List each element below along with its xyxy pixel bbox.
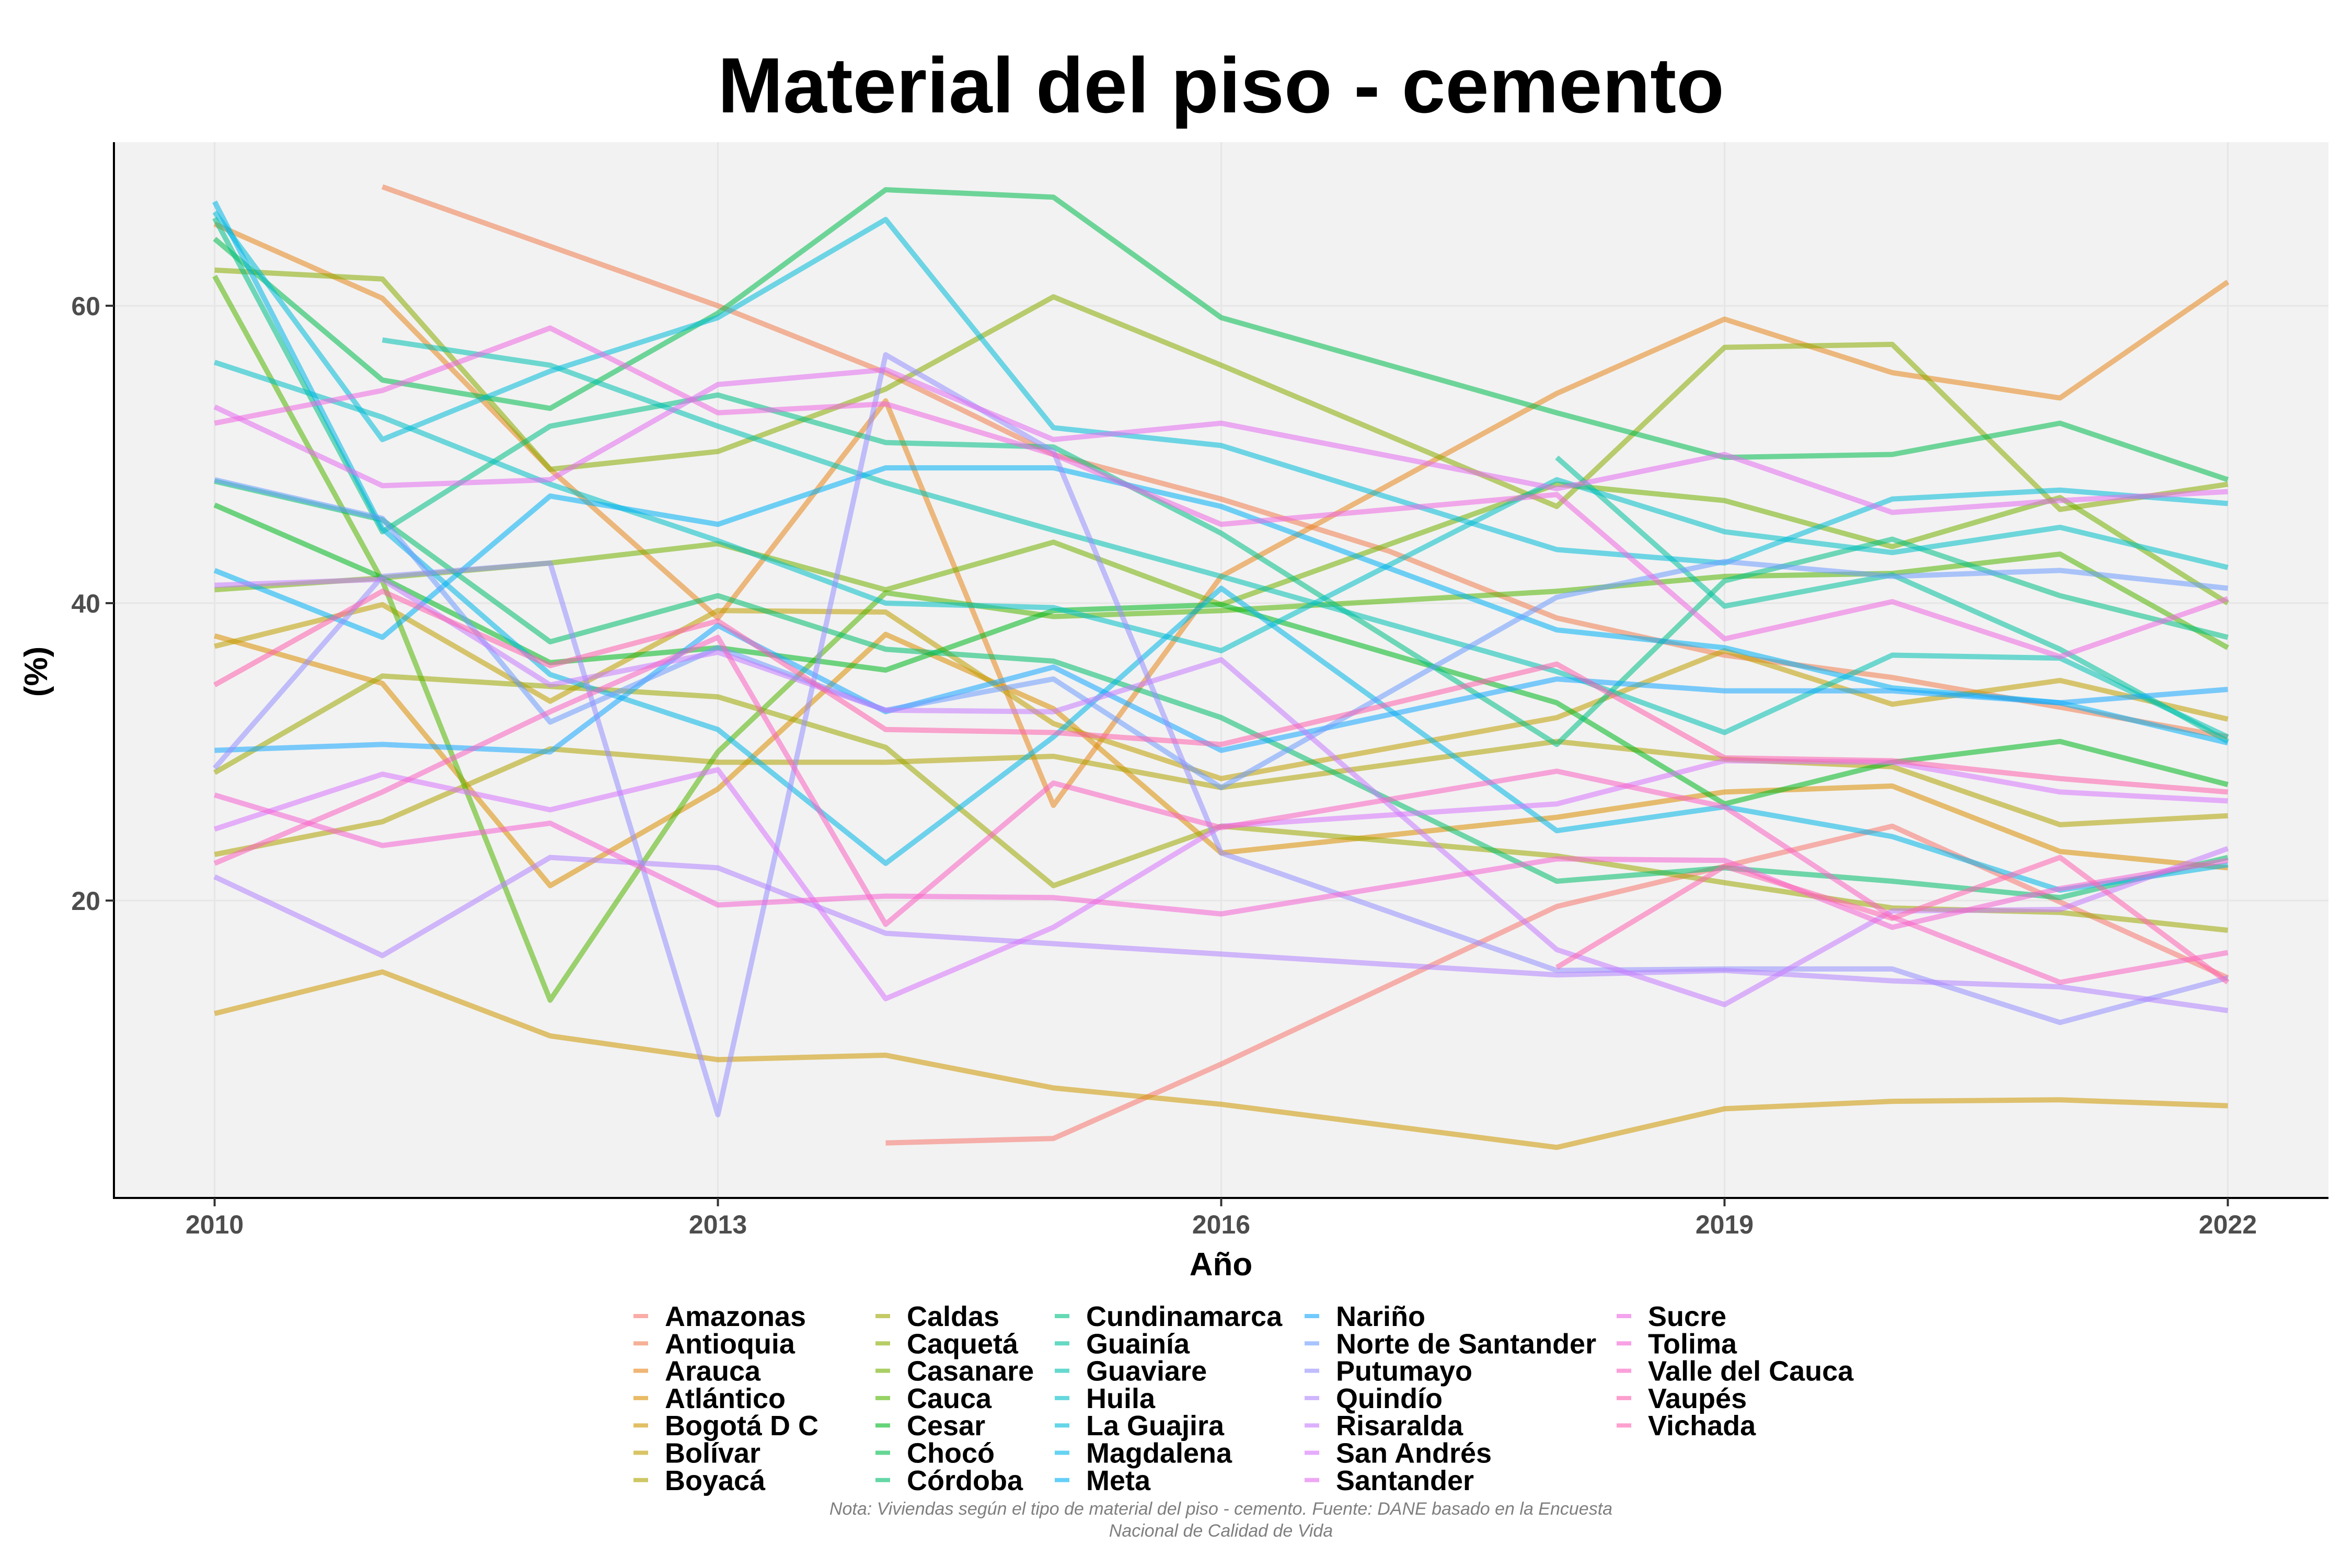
legend-label: La Guajira xyxy=(1086,1410,1225,1442)
series-line-san-andres xyxy=(214,758,2228,1001)
legend-label: Norte de Santander xyxy=(1336,1328,1596,1359)
series-line-valle-del-cauca xyxy=(213,635,2229,985)
y-axis-title: (%) xyxy=(18,647,54,697)
legend-label: Putumayo xyxy=(1336,1356,1472,1387)
legend-label: Vaupés xyxy=(1648,1383,1747,1414)
series-line-boyaca xyxy=(214,739,2228,857)
series-line-atlantico xyxy=(214,631,2228,889)
legend-label: Caquetá xyxy=(907,1328,1019,1359)
series-line-huila xyxy=(214,360,2229,653)
legend-label: Caldas xyxy=(907,1301,999,1332)
legend-label: Cundinamarca xyxy=(1086,1301,1283,1332)
axes xyxy=(106,142,2328,1206)
series-line-cordoba xyxy=(214,478,2229,901)
legend-label: Meta xyxy=(1086,1465,1151,1496)
legend-label: Boyacá xyxy=(665,1465,766,1496)
x-axis-title: Año xyxy=(1190,1247,1253,1283)
legend-label: Bogotá D C xyxy=(665,1410,818,1442)
legend-label: Cesar xyxy=(907,1410,985,1442)
legend-label: Nariño xyxy=(1336,1301,1425,1332)
y-tick-label: 40 xyxy=(71,589,100,618)
legend-label: Tolima xyxy=(1648,1328,1737,1359)
legend-label: Quindío xyxy=(1336,1383,1443,1414)
x-tick-label: 2016 xyxy=(1192,1210,1250,1239)
series-line-choco xyxy=(213,187,2229,482)
legend-label: Santander xyxy=(1336,1465,1474,1496)
legend-label: San Andrés xyxy=(1336,1438,1492,1469)
series-line-sucre xyxy=(214,325,2229,660)
legend-label: Risaralda xyxy=(1336,1410,1463,1442)
legend-label: Antioquia xyxy=(665,1328,795,1359)
series-line-santander xyxy=(213,367,2228,515)
legend-label: Guaviare xyxy=(1086,1356,1207,1387)
series-line-cauca xyxy=(212,274,2229,1003)
legend-label: Sucre xyxy=(1648,1301,1726,1332)
x-tick-label: 2013 xyxy=(689,1210,747,1239)
legend-label: Magdalena xyxy=(1086,1438,1232,1469)
series-line-caqueta xyxy=(214,267,2229,512)
series-line-putumayo xyxy=(212,352,2229,1117)
legend-label: Guainía xyxy=(1086,1328,1190,1359)
x-tick-label: 2010 xyxy=(186,1210,244,1239)
legend-label: Córdoba xyxy=(907,1465,1023,1496)
y-tick-label: 60 xyxy=(71,292,100,321)
series-line-amazonas xyxy=(885,823,2229,1146)
series-line-antioquia xyxy=(381,184,2229,740)
series-line-bogota-d-c xyxy=(214,969,2228,1150)
series-line-tolima xyxy=(214,792,2229,930)
legend-label: Atlántico xyxy=(665,1383,786,1414)
legend-label: Vichada xyxy=(1648,1410,1756,1442)
legend-label: Amazonas xyxy=(665,1301,806,1332)
legend-label: Chocó xyxy=(907,1438,995,1469)
series-line-vichada xyxy=(1555,855,2230,985)
series-line-norte-de-santander xyxy=(214,477,2228,790)
x-tick-label: 2022 xyxy=(2199,1210,2257,1239)
x-tick-labels: 2010 2013 2016 2019 2022 xyxy=(186,1210,2257,1239)
legend-label: Arauca xyxy=(665,1356,761,1387)
chart-note-line-1: Nota: Viviendas según el tipo de materia… xyxy=(829,1499,1612,1519)
chart-title: Material del piso - cemento xyxy=(718,41,1724,129)
legend-label: Valle del Cauca xyxy=(1648,1356,1854,1387)
series-line-magdalena xyxy=(212,200,2229,893)
legend-label: Huila xyxy=(1086,1383,1156,1414)
legend-label: Cauca xyxy=(907,1383,992,1414)
y-tick-label: 20 xyxy=(71,886,100,916)
series-line-la-guajira xyxy=(212,210,2228,566)
series-line-guaviare xyxy=(382,337,2229,740)
series-line-quindio xyxy=(213,855,2229,1013)
x-tick-label: 2019 xyxy=(1696,1210,1754,1239)
series-lines xyxy=(212,184,2230,1150)
legend-label: Casanare xyxy=(907,1356,1034,1387)
series-line-narino xyxy=(214,622,2228,755)
y-tick-labels: 20 40 60 xyxy=(71,292,100,916)
chart-note-line-2: Nacional de Calidad de Vida xyxy=(1109,1521,1333,1541)
series-line-vaupes xyxy=(213,589,2228,795)
legend-label: Bolívar xyxy=(665,1438,760,1469)
